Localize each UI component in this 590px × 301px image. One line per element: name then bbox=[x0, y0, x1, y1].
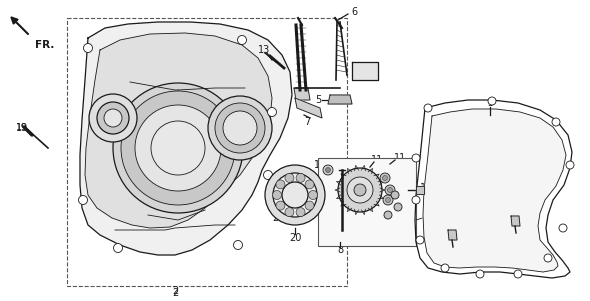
Circle shape bbox=[273, 191, 281, 200]
Polygon shape bbox=[416, 186, 424, 194]
Circle shape bbox=[305, 180, 314, 189]
Circle shape bbox=[552, 118, 560, 126]
Polygon shape bbox=[294, 88, 310, 100]
Circle shape bbox=[416, 236, 424, 244]
Circle shape bbox=[215, 103, 265, 153]
Circle shape bbox=[296, 208, 305, 217]
Text: 7: 7 bbox=[304, 117, 310, 127]
Circle shape bbox=[394, 203, 402, 211]
Circle shape bbox=[424, 104, 432, 112]
Circle shape bbox=[309, 191, 317, 200]
Polygon shape bbox=[80, 22, 292, 255]
Circle shape bbox=[412, 154, 420, 162]
Circle shape bbox=[104, 109, 122, 127]
Circle shape bbox=[559, 224, 567, 232]
Circle shape bbox=[84, 44, 93, 52]
Circle shape bbox=[385, 185, 395, 195]
Text: 9: 9 bbox=[401, 193, 407, 203]
Circle shape bbox=[326, 167, 330, 172]
Circle shape bbox=[276, 201, 285, 210]
Circle shape bbox=[285, 208, 294, 217]
Text: 8: 8 bbox=[337, 245, 343, 255]
Text: 15: 15 bbox=[394, 213, 406, 223]
Text: 17: 17 bbox=[314, 160, 326, 170]
Text: 2: 2 bbox=[172, 288, 178, 298]
Circle shape bbox=[514, 270, 522, 278]
Text: 9: 9 bbox=[390, 213, 396, 223]
Circle shape bbox=[223, 111, 257, 145]
Polygon shape bbox=[328, 95, 352, 104]
Circle shape bbox=[265, 165, 325, 225]
Circle shape bbox=[383, 195, 393, 205]
Circle shape bbox=[135, 105, 221, 191]
Polygon shape bbox=[295, 98, 322, 118]
Text: 13: 13 bbox=[258, 45, 270, 55]
Text: 18: 18 bbox=[446, 243, 458, 253]
Circle shape bbox=[97, 102, 129, 134]
Polygon shape bbox=[511, 216, 520, 226]
Circle shape bbox=[380, 173, 390, 183]
Circle shape bbox=[276, 180, 285, 189]
Circle shape bbox=[296, 173, 305, 182]
Polygon shape bbox=[448, 230, 457, 240]
Text: 19: 19 bbox=[17, 123, 28, 132]
Circle shape bbox=[388, 188, 392, 193]
Text: 6: 6 bbox=[351, 7, 357, 17]
Text: 5: 5 bbox=[315, 95, 321, 105]
Text: 21: 21 bbox=[272, 213, 284, 223]
Text: 10: 10 bbox=[342, 225, 354, 235]
Circle shape bbox=[121, 91, 235, 205]
Text: 3: 3 bbox=[487, 98, 493, 108]
Text: 14: 14 bbox=[394, 223, 406, 233]
Circle shape bbox=[285, 173, 294, 182]
Text: 9: 9 bbox=[399, 177, 405, 187]
Circle shape bbox=[488, 97, 496, 105]
Circle shape bbox=[323, 165, 333, 175]
Text: FR.: FR. bbox=[35, 40, 54, 50]
Polygon shape bbox=[415, 100, 572, 278]
Circle shape bbox=[89, 94, 137, 142]
Circle shape bbox=[273, 173, 317, 217]
Circle shape bbox=[544, 254, 552, 262]
Circle shape bbox=[208, 96, 272, 160]
Text: 4: 4 bbox=[370, 67, 376, 77]
Circle shape bbox=[238, 36, 247, 45]
Circle shape bbox=[78, 196, 87, 204]
Polygon shape bbox=[423, 109, 566, 272]
Circle shape bbox=[391, 191, 399, 199]
Circle shape bbox=[354, 184, 366, 196]
Circle shape bbox=[385, 197, 391, 203]
Circle shape bbox=[113, 244, 123, 253]
Circle shape bbox=[412, 196, 420, 204]
Circle shape bbox=[566, 161, 574, 169]
Circle shape bbox=[476, 270, 484, 278]
Text: 12: 12 bbox=[420, 183, 432, 193]
Polygon shape bbox=[352, 62, 378, 80]
Circle shape bbox=[282, 182, 308, 208]
Circle shape bbox=[338, 168, 382, 212]
Text: 11: 11 bbox=[371, 155, 383, 165]
Circle shape bbox=[382, 175, 388, 181]
Circle shape bbox=[113, 83, 243, 213]
Circle shape bbox=[384, 211, 392, 219]
Circle shape bbox=[234, 240, 242, 250]
Text: 2: 2 bbox=[172, 286, 178, 296]
Text: 18: 18 bbox=[514, 227, 526, 237]
Circle shape bbox=[151, 121, 205, 175]
Text: 19: 19 bbox=[16, 123, 28, 133]
Text: 16: 16 bbox=[93, 113, 105, 123]
Text: 20: 20 bbox=[289, 233, 301, 243]
Polygon shape bbox=[85, 33, 272, 228]
FancyBboxPatch shape bbox=[318, 158, 416, 246]
Circle shape bbox=[267, 107, 277, 116]
Circle shape bbox=[347, 177, 373, 203]
Circle shape bbox=[305, 201, 314, 210]
Text: 11: 11 bbox=[394, 153, 406, 163]
Circle shape bbox=[441, 264, 449, 272]
Circle shape bbox=[264, 170, 273, 179]
